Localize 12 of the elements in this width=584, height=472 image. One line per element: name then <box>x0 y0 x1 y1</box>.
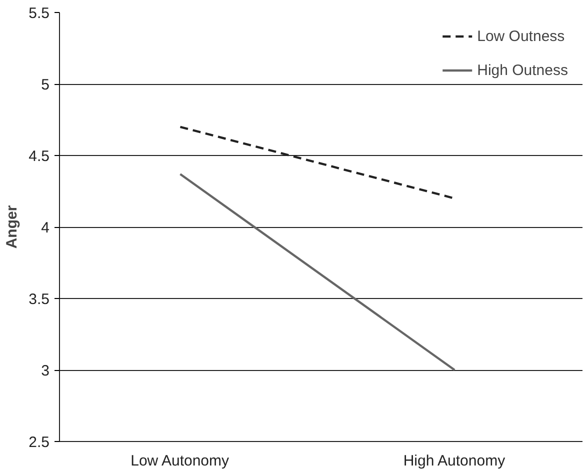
x-tick-label: Low Autonomy <box>130 452 230 470</box>
x-tick-label: High Autonomy <box>403 452 506 470</box>
legend-label: High Outness <box>477 62 568 78</box>
y-tick-label: 4.5 <box>28 148 50 165</box>
y-tick-label: 5 <box>41 76 50 94</box>
y-tick-label: 4 <box>41 220 50 236</box>
y-tick-label: 3 <box>41 362 50 380</box>
y-tick-label: 5.5 <box>28 5 50 22</box>
y-axis-title: Anger <box>4 205 21 249</box>
y-tick-label: 3.5 <box>28 291 50 308</box>
legend-label: Low Outness <box>477 28 565 44</box>
y-tick-label: 2.5 <box>28 434 50 451</box>
